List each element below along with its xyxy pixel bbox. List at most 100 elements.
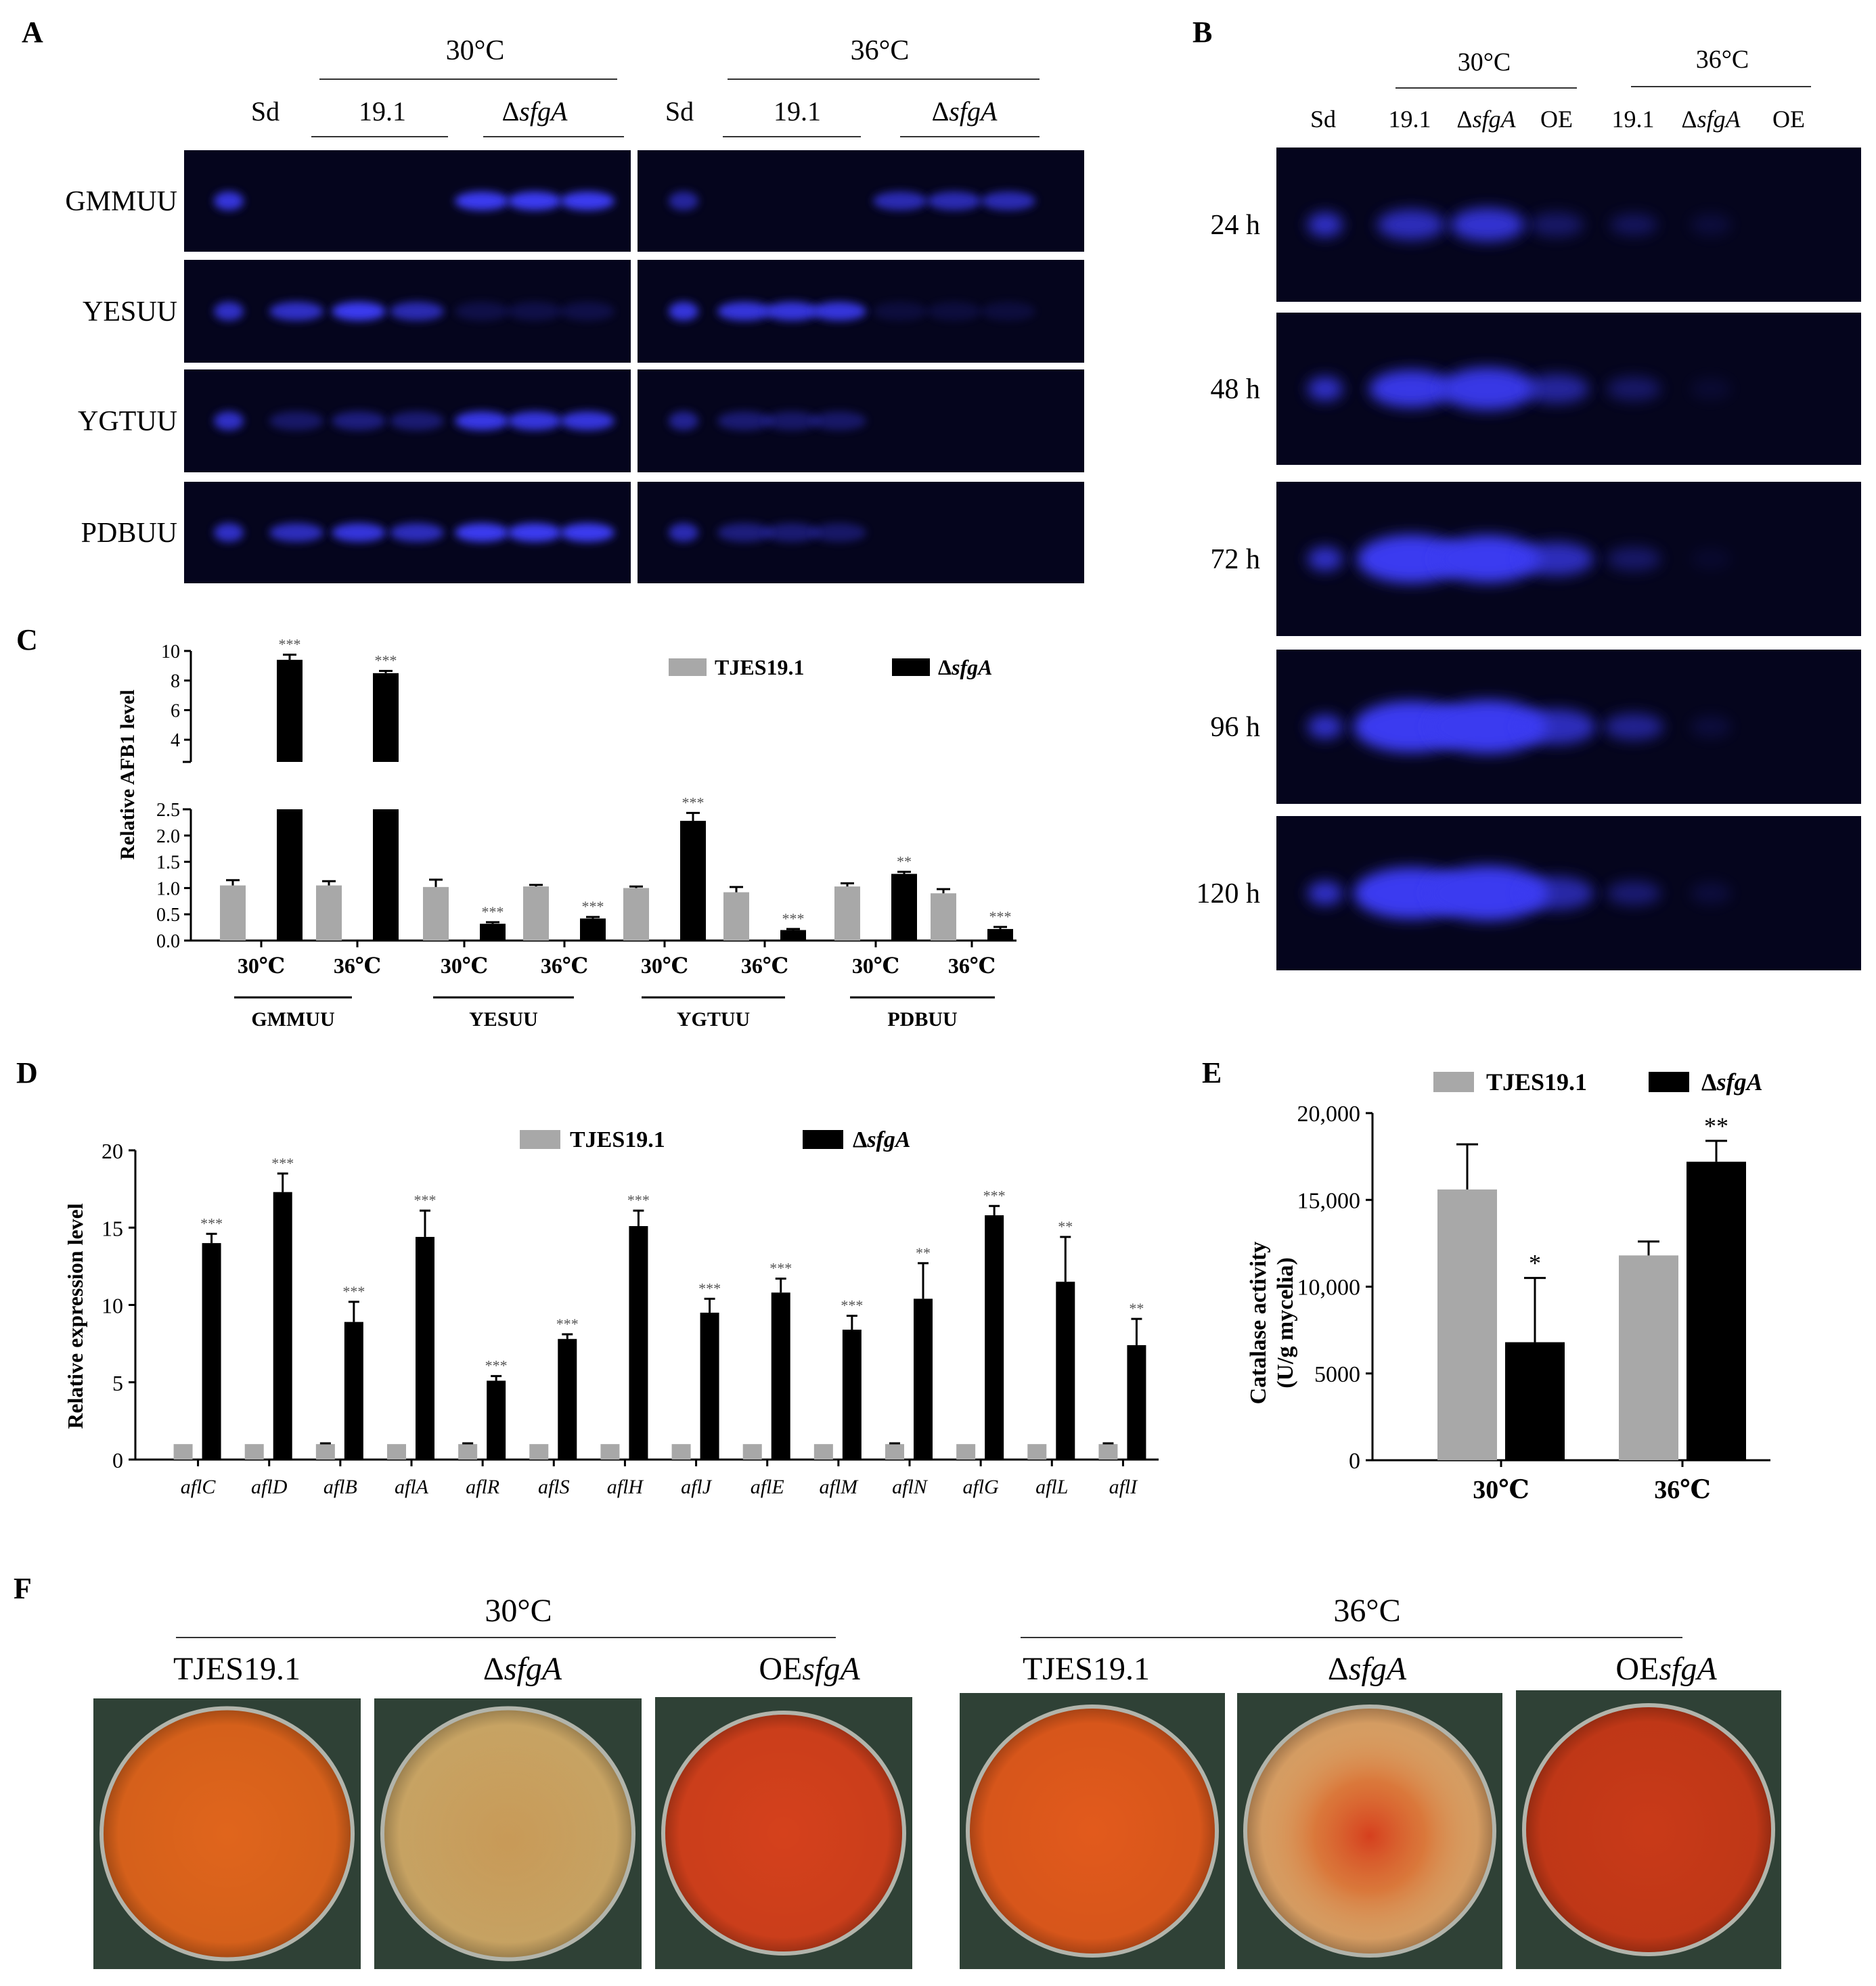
y-tick-label: 10,000 bbox=[1297, 1276, 1361, 1301]
y-tick-label: 10 bbox=[102, 1294, 123, 1318]
legend-c-mut-label: ΔsfgA bbox=[938, 655, 993, 679]
legend-e-mut-swatch bbox=[1649, 1072, 1689, 1092]
tlc-band bbox=[560, 523, 615, 542]
bar-mut bbox=[680, 821, 706, 941]
panel-a-tlc-blots: GMMUU YESUU YGTUU PDBUU bbox=[65, 150, 1084, 583]
tlc-band bbox=[332, 523, 386, 542]
bar-mut bbox=[700, 1312, 719, 1460]
tlc-band bbox=[1529, 212, 1584, 237]
tlc-band bbox=[1450, 208, 1525, 242]
tlc-band bbox=[812, 302, 866, 321]
significance-mark: ** bbox=[916, 1244, 931, 1261]
tlc-band bbox=[873, 191, 927, 210]
y-tick-label: 0.0 bbox=[156, 931, 180, 952]
bar-wt bbox=[742, 1444, 762, 1460]
legend-c-wt-label: TJES19.1 bbox=[715, 655, 804, 679]
group-label: PDBUU bbox=[887, 1008, 957, 1031]
tlc-band bbox=[669, 191, 698, 210]
x-tick-label: aflM bbox=[820, 1476, 859, 1498]
panel-b-time-label: 96 h bbox=[1211, 712, 1261, 743]
panel-a-mut-label-30: ΔsfgA bbox=[502, 96, 568, 127]
tlc-band bbox=[1610, 214, 1657, 235]
legend-d-wt-label: TJES19.1 bbox=[570, 1127, 665, 1152]
panel-e-chart: 0 5000 10,000 15,000 20,000 * 30℃ ** 36℃ bbox=[1297, 1102, 1770, 1504]
tlc-band bbox=[455, 191, 509, 210]
y-tick-label: 4 bbox=[171, 730, 180, 751]
bar-wt bbox=[529, 1444, 549, 1460]
y-tick-label: 1.5 bbox=[156, 853, 180, 874]
legend-e-wt-label: TJES19.1 bbox=[1486, 1068, 1587, 1096]
bar-mut bbox=[1505, 1342, 1565, 1460]
tlc-band bbox=[1308, 212, 1343, 237]
tlc-band bbox=[1440, 367, 1535, 410]
panel-b-tlc-blots: 24 h 48 h 72 h 96 h 120 h bbox=[1197, 148, 1861, 970]
tlc-band bbox=[1519, 876, 1594, 910]
tlc-band bbox=[765, 523, 819, 542]
petri-dish-shade bbox=[1526, 1707, 1771, 1952]
tlc-band bbox=[508, 411, 562, 430]
x-tick-label: aflR bbox=[466, 1476, 499, 1498]
tlc-band bbox=[269, 523, 323, 542]
bar-mut bbox=[1127, 1345, 1146, 1460]
legend-d-wt-swatch bbox=[520, 1130, 560, 1149]
y-tick-label: 0 bbox=[1349, 1449, 1360, 1474]
panel-b-temp-36: 36°C bbox=[1696, 45, 1749, 74]
tlc-band bbox=[560, 302, 615, 321]
y-tick-label: 10 bbox=[161, 641, 180, 662]
bar-mut bbox=[580, 918, 606, 941]
bar-mut bbox=[987, 928, 1013, 941]
panel-f-strain-mut-36: ΔsfgA bbox=[1328, 1651, 1407, 1687]
tlc-band bbox=[1308, 715, 1343, 739]
tlc-band bbox=[1691, 716, 1731, 738]
y-tick-label: 2.5 bbox=[156, 800, 180, 821]
panel-e: E Catalase activity(U/g mycelia) TJES19.… bbox=[1202, 1056, 1770, 1504]
panel-b: B 30°C 36°C Sd 19.1 ΔsfgA OE 19.1 ΔsfgA … bbox=[1192, 16, 1861, 970]
tlc-band bbox=[1691, 548, 1731, 570]
panel-b-lane-wt-36: 19.1 bbox=[1612, 106, 1655, 133]
bar-mut bbox=[480, 924, 506, 941]
tlc-band bbox=[455, 411, 509, 430]
significance-mark: *** bbox=[271, 1154, 294, 1171]
tlc-band bbox=[1435, 535, 1540, 583]
x-tick-label: 36℃ bbox=[334, 953, 381, 978]
panel-f-strain-mut-30: ΔsfgA bbox=[483, 1651, 562, 1687]
panel-f-strain-oe-30: OEsfgA bbox=[759, 1651, 860, 1687]
panel-f-temp-30: 30°C bbox=[485, 1593, 552, 1629]
y-tick-label: 0 bbox=[112, 1448, 123, 1472]
tlc-band bbox=[717, 302, 772, 321]
panel-e-ylabel: Catalase activity(U/g mycelia) bbox=[1246, 1242, 1298, 1405]
bar-mut bbox=[1056, 1282, 1075, 1460]
group-label: YESUU bbox=[469, 1008, 538, 1031]
bar-mut bbox=[202, 1243, 221, 1460]
panel-b-lane-wt-30: 19.1 bbox=[1389, 106, 1431, 133]
bar-mut bbox=[771, 1292, 790, 1460]
bar-wt bbox=[1027, 1444, 1047, 1460]
x-tick-label: 36℃ bbox=[1654, 1476, 1711, 1504]
petri-dish-shade bbox=[384, 1710, 631, 1958]
legend-e-mut-label: ΔsfgA bbox=[1701, 1068, 1763, 1096]
bar-wt bbox=[956, 1444, 976, 1460]
tlc-band bbox=[1428, 700, 1547, 754]
significance-mark: *** bbox=[375, 652, 397, 669]
panel-b-time-label: 72 h bbox=[1211, 544, 1261, 575]
bar-wt bbox=[671, 1444, 691, 1460]
bar-wt bbox=[600, 1444, 620, 1460]
tlc-band bbox=[669, 302, 698, 321]
panel-f-strain-wt-36: TJES19.1 bbox=[1023, 1651, 1150, 1687]
y-tick-label: 20,000 bbox=[1297, 1102, 1361, 1127]
tlc-band bbox=[1524, 374, 1589, 404]
bar-mut bbox=[344, 1322, 363, 1460]
panel-b-time-label: 24 h bbox=[1211, 210, 1261, 241]
petri-dish-shade bbox=[970, 1709, 1215, 1954]
x-tick-label: 36℃ bbox=[948, 953, 996, 978]
panel-a: A 30°C 36°C Sd 19.1 ΔsfgA Sd 19.1 ΔsfgA … bbox=[22, 16, 1084, 583]
tlc-band bbox=[332, 302, 386, 321]
x-tick-label: aflS bbox=[538, 1476, 570, 1498]
panel-a-media-label: YGTUU bbox=[78, 406, 177, 437]
petri-dish-shade bbox=[1247, 1709, 1492, 1954]
bar-wt bbox=[423, 886, 449, 941]
panel-a-sd-label-30: Sd bbox=[251, 96, 280, 127]
legend-e-wt-swatch bbox=[1433, 1072, 1474, 1092]
panel-d-legend: TJES19.1 ΔsfgA bbox=[520, 1127, 911, 1152]
